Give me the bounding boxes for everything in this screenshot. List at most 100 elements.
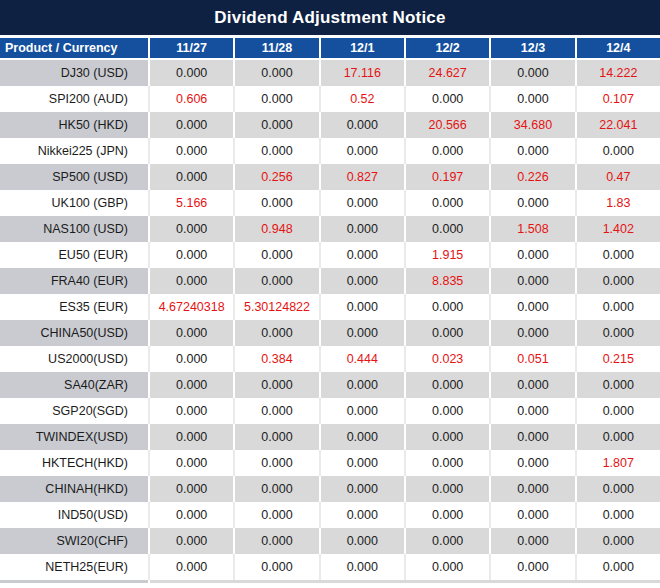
dividend-value-cell: 0.000 [233, 398, 318, 424]
dividend-table: Product / Currency 11/2711/2812/112/212/… [0, 38, 660, 580]
table-row: UK100 (GBP)5.1660.0000.0000.0000.0001.83 [0, 190, 660, 216]
dividend-value-cell: 0.948 [233, 216, 318, 242]
dividend-value-cell: 0.000 [575, 294, 660, 320]
dividend-notice-window: Dividend Adjustment Notice Product / Cur… [0, 0, 660, 588]
product-cell: HKTECH(HKD) [0, 450, 148, 476]
product-cell: SWI20(CHF) [0, 528, 148, 554]
dividend-value-cell: 0.000 [489, 502, 574, 528]
product-cell: SPI200 (AUD) [0, 86, 148, 112]
dividend-value-cell: 0.000 [319, 372, 404, 398]
dividend-value-cell: 0.000 [319, 398, 404, 424]
dividend-value-cell: 0.000 [489, 190, 574, 216]
table-row: EU50 (EUR)0.0000.0000.0001.9150.0000.000 [0, 242, 660, 268]
dividend-value-cell: 5.166 [148, 190, 233, 216]
dividend-value-cell: 0.444 [319, 346, 404, 372]
dividend-value-cell: 0.000 [319, 502, 404, 528]
dividend-value-cell: 0.000 [319, 424, 404, 450]
dividend-value-cell: 0.000 [233, 190, 318, 216]
dividend-value-cell: 0.000 [404, 216, 489, 242]
dividend-value-cell: 0.000 [404, 138, 489, 164]
dividend-value-cell: 0.000 [319, 112, 404, 138]
dividend-value-cell: 0.000 [233, 554, 318, 580]
dividend-value-cell: 1.83 [575, 190, 660, 216]
dividend-value-cell: 0.000 [489, 554, 574, 580]
dividend-value-cell: 0.000 [489, 86, 574, 112]
dividend-value-cell: 0.000 [233, 242, 318, 268]
dividend-value-cell: 0.384 [233, 346, 318, 372]
table-header-row: Product / Currency 11/2711/2812/112/212/… [0, 38, 660, 60]
table-row: SA40(ZAR)0.0000.0000.0000.0000.0000.000 [0, 372, 660, 398]
dividend-value-cell: 4.67240318 [148, 294, 233, 320]
dividend-value-cell: 0.000 [233, 450, 318, 476]
product-cell: TWINDEX(USD) [0, 424, 148, 450]
dividend-value-cell: 0.000 [489, 398, 574, 424]
table-row: SP500 (USD)0.0000.2560.8270.1970.2260.47 [0, 164, 660, 190]
dividend-value-cell: 0.000 [148, 320, 233, 346]
dividend-value-cell: 1.508 [489, 216, 574, 242]
product-cell: EU50 (EUR) [0, 242, 148, 268]
dividend-value-cell: 0.000 [233, 268, 318, 294]
table-row: NETH25(EUR)0.0000.0000.0000.0000.0000.00… [0, 554, 660, 580]
table-row: NAS100 (USD)0.0000.9480.0000.0001.5081.4… [0, 216, 660, 242]
dividend-value-cell: 0.000 [575, 242, 660, 268]
table-row: US2000(USD)0.0000.3840.4440.0230.0510.21… [0, 346, 660, 372]
product-cell: SP500 (USD) [0, 164, 148, 190]
dividend-value-cell: 0.000 [575, 554, 660, 580]
page-title: Dividend Adjustment Notice [214, 8, 445, 28]
dividend-value-cell: 20.566 [404, 112, 489, 138]
dividend-value-cell: 0.000 [404, 476, 489, 502]
product-cell: ES35 (EUR) [0, 294, 148, 320]
table-row: TWINDEX(USD)0.0000.0000.0000.0000.0000.0… [0, 424, 660, 450]
dividend-value-cell: 0.52 [319, 86, 404, 112]
product-cell: CHINAH(HKD) [0, 476, 148, 502]
dividend-value-cell: 0.000 [575, 398, 660, 424]
dividend-value-cell: 0.000 [319, 190, 404, 216]
product-cell: US2000(USD) [0, 346, 148, 372]
dividend-value-cell: 0.000 [575, 502, 660, 528]
dividend-value-cell: 0.000 [233, 60, 318, 86]
dividend-value-cell: 8.835 [404, 268, 489, 294]
dividend-value-cell: 0.47 [575, 164, 660, 190]
dividend-value-cell: 0.000 [148, 554, 233, 580]
dividend-value-cell: 22.041 [575, 112, 660, 138]
title-bar: Dividend Adjustment Notice [0, 0, 660, 38]
product-cell: SA40(ZAR) [0, 372, 148, 398]
dividend-value-cell: 0.000 [575, 320, 660, 346]
dividend-value-cell: 0.000 [233, 476, 318, 502]
dividend-value-cell: 0.000 [233, 138, 318, 164]
dividend-value-cell: 0.827 [319, 164, 404, 190]
table-row: DJ30 (USD)0.0000.00017.11624.6270.00014.… [0, 60, 660, 86]
dividend-value-cell: 0.000 [148, 476, 233, 502]
column-header-date: 12/4 [575, 38, 660, 60]
dividend-value-cell: 0.000 [489, 294, 574, 320]
dividend-value-cell: 5.30124822 [233, 294, 318, 320]
product-cell: CHINA50(USD) [0, 320, 148, 346]
product-cell: SGP20(SGD) [0, 398, 148, 424]
column-header-date: 12/1 [319, 38, 404, 60]
table-row: SWI20(CHF)0.0000.0000.0000.0000.0000.000 [0, 528, 660, 554]
dividend-value-cell: 0.000 [148, 398, 233, 424]
dividend-value-cell: 0.023 [404, 346, 489, 372]
dividend-value-cell: 1.807 [575, 450, 660, 476]
dividend-value-cell: 0.226 [489, 164, 574, 190]
dividend-value-cell: 0.000 [319, 528, 404, 554]
dividend-value-cell: 0.000 [404, 294, 489, 320]
dividend-value-cell: 0.000 [489, 372, 574, 398]
dividend-value-cell: 0.256 [233, 164, 318, 190]
dividend-value-cell: 0.000 [489, 424, 574, 450]
column-header-date: 11/27 [148, 38, 233, 60]
product-cell: Nikkei225 (JPN) [0, 138, 148, 164]
product-cell: NAS100 (USD) [0, 216, 148, 242]
dividend-value-cell: 0.051 [489, 346, 574, 372]
dividend-value-cell: 0.000 [148, 346, 233, 372]
dividend-value-cell: 14.222 [575, 60, 660, 86]
dividend-value-cell: 0.000 [489, 138, 574, 164]
dividend-value-cell: 0.000 [233, 86, 318, 112]
dividend-value-cell: 0.606 [148, 86, 233, 112]
dividend-value-cell: 0.000 [319, 138, 404, 164]
dividend-value-cell: 1.915 [404, 242, 489, 268]
dividend-value-cell: 0.000 [319, 216, 404, 242]
dividend-value-cell: 0.000 [148, 528, 233, 554]
product-cell: HK50 (HKD) [0, 112, 148, 138]
dividend-value-cell: 0.000 [404, 398, 489, 424]
